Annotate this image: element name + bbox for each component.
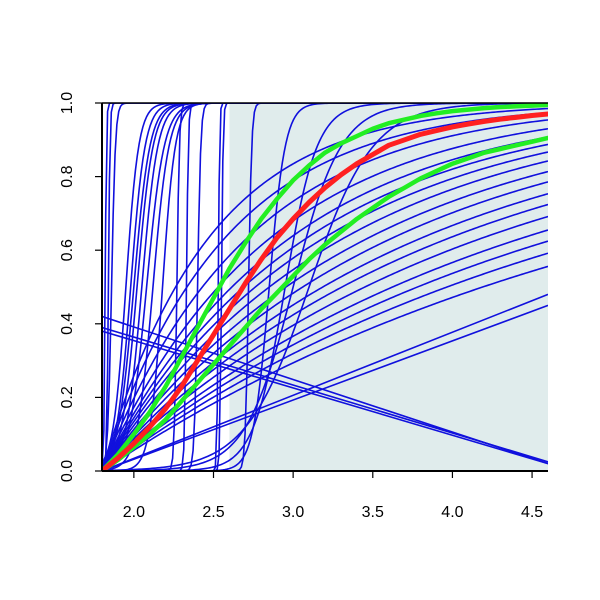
sample-curve-37 (102, 252, 548, 471)
y-axis-ticks: 0.0 0.2 0.4 0.6 0.8 1.0 (59, 92, 102, 482)
sample-curve-33 (102, 203, 548, 471)
sample-curve-25 (102, 127, 548, 471)
x-tick-label: 3.5 (362, 504, 384, 521)
sample-curve-9 (102, 103, 548, 470)
sample-curve-6 (102, 103, 548, 465)
x-tick-label: 2.5 (202, 504, 224, 521)
sample-curve-30 (102, 170, 548, 471)
sample-curve-27 (102, 143, 548, 471)
y-tick-label: 1.0 (59, 92, 76, 114)
highlight-curves (102, 103, 548, 471)
sample-curve-40 (102, 304, 548, 471)
sample-curve-29 (102, 160, 548, 471)
lower-curve (102, 135, 548, 471)
x-tick-label: 2.0 (123, 504, 145, 521)
y-tick-label: 0.4 (59, 313, 76, 335)
sample-curve-42 (102, 330, 548, 465)
x-tick-label: 4.0 (441, 504, 463, 521)
sample-curve-10 (102, 103, 548, 471)
sample-curve-12 (102, 103, 548, 471)
sample-curve-38 (102, 265, 548, 471)
sample-curve-35 (102, 229, 548, 471)
y-tick-label: 0.8 (59, 165, 76, 187)
sample-curve-8 (102, 103, 548, 470)
upper-curve (102, 103, 548, 471)
y-tick-label: 0.6 (59, 239, 76, 261)
x-tick-label: 4.5 (521, 504, 543, 521)
sample-curve-11 (102, 103, 548, 471)
sample-curve-22 (102, 107, 548, 471)
sample-curve-39 (102, 293, 548, 471)
y-tick-label: 0.2 (59, 386, 76, 408)
x-axis-ticks: 2.0 2.5 3.0 3.5 4.0 4.5 (123, 471, 543, 521)
sample-curve-7 (102, 103, 548, 468)
sample-curve-43 (102, 326, 548, 463)
y-tick-label: 0.0 (59, 460, 76, 482)
sample-curve-31 (102, 181, 548, 471)
sample-curve-36 (102, 240, 548, 471)
sample-curve-24 (102, 119, 548, 471)
x-tick-label: 3.0 (282, 504, 304, 521)
median-curve (102, 111, 548, 471)
